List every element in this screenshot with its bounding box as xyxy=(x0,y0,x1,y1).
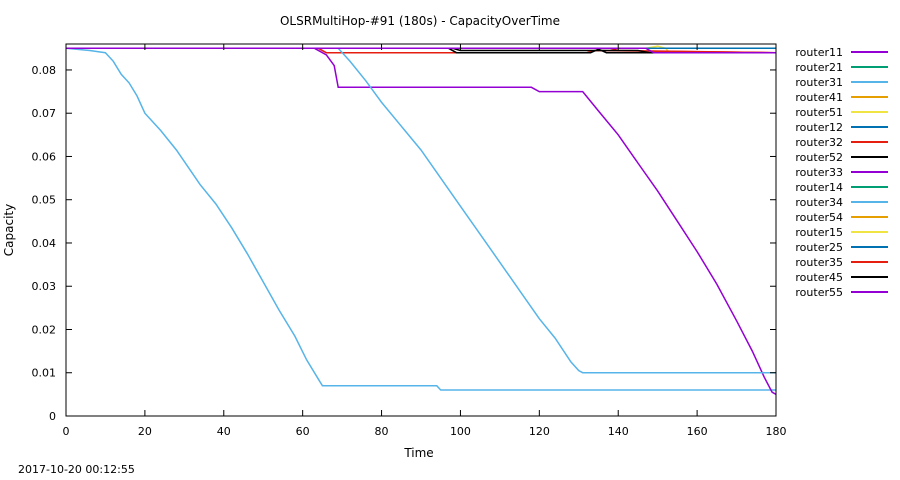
y-tick-label: 0.06 xyxy=(32,150,57,163)
y-tick-label: 0.03 xyxy=(32,280,57,293)
series-line-router55 xyxy=(66,47,776,54)
legend-label: router55 xyxy=(795,286,843,299)
x-tick-label: 100 xyxy=(450,425,471,438)
legend-label: router54 xyxy=(795,211,843,224)
series-line-router31 xyxy=(65,47,776,391)
y-tick-label: 0.04 xyxy=(32,237,57,250)
legend-label: router34 xyxy=(795,196,843,209)
x-tick-label: 20 xyxy=(138,425,152,438)
legend-label: router33 xyxy=(795,166,843,179)
x-tick-label: 180 xyxy=(766,425,787,438)
legend-label: router12 xyxy=(795,121,843,134)
y-tick-label: 0.05 xyxy=(32,194,57,207)
legend-label: router31 xyxy=(795,76,843,89)
y-tick-label: 0.02 xyxy=(32,323,57,336)
series-layer xyxy=(65,45,777,396)
y-tick-label: 0.08 xyxy=(32,64,57,77)
legend-label: router21 xyxy=(795,61,843,74)
legend-label: router14 xyxy=(795,181,843,194)
series-line-router34 xyxy=(66,47,776,374)
axes-layer: 0 20 40 60 80 100 120 140 160 180 0 0.01 0.02 0.03 0.0… xyxy=(32,44,787,438)
legend-label: router32 xyxy=(795,136,843,149)
timestamp: 2017-10-20 00:12:55 xyxy=(18,463,135,476)
x-tick-label: 0 xyxy=(63,425,70,438)
legend-label: router52 xyxy=(795,151,843,164)
legend-label: router41 xyxy=(795,91,843,104)
y-axis-label: Capacity xyxy=(2,204,16,256)
x-tick-label: 140 xyxy=(608,425,629,438)
series-line-router33 xyxy=(66,47,777,396)
x-tick-label: 120 xyxy=(529,425,550,438)
legend-label: router45 xyxy=(795,271,843,284)
y-tick-label: 0.01 xyxy=(32,367,57,380)
y-tick-label: 0.07 xyxy=(32,107,57,120)
plot-frame xyxy=(65,43,777,417)
x-tick-label: 60 xyxy=(296,425,310,438)
legend-label: router25 xyxy=(795,241,843,254)
legend-label: router35 xyxy=(795,256,843,269)
legend: router11 router21 router31 router41 router51… xyxy=(795,46,888,299)
chart-title: OLSRMultiHop-#91 (180s) - CapacityOverTi… xyxy=(279,14,561,28)
legend-label: router51 xyxy=(795,106,843,119)
x-tick-label: 80 xyxy=(375,425,389,438)
x-tick-label: 40 xyxy=(217,425,231,438)
x-tick-label: 160 xyxy=(687,425,708,438)
legend-label: router11 xyxy=(795,46,843,59)
x-axis-label: Time xyxy=(403,446,433,460)
y-tick-label: 0 xyxy=(49,410,56,423)
legend-label: router15 xyxy=(795,226,843,239)
